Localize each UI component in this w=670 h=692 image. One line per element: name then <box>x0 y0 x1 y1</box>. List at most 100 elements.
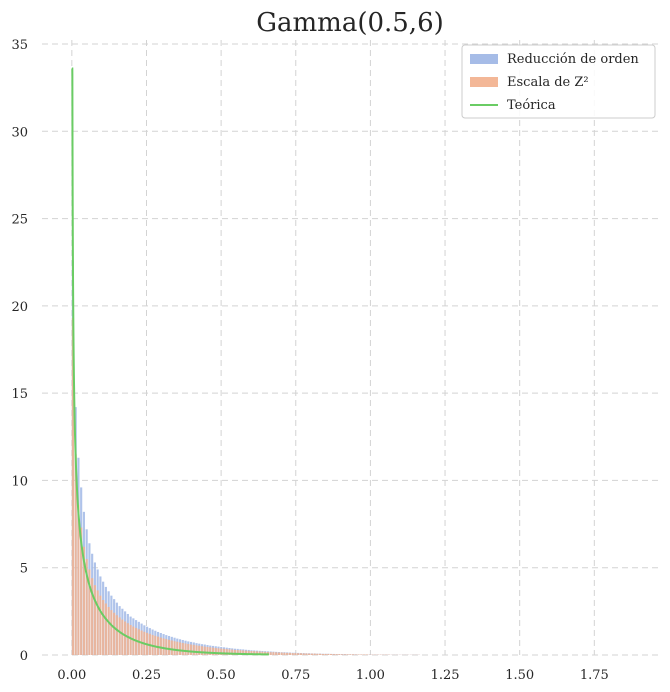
histogram-bar-escala <box>330 653 333 655</box>
bars-escala <box>71 318 421 655</box>
histogram-bar-escala <box>308 653 311 655</box>
legend-frame <box>461 44 656 119</box>
y-tick-label: 25 <box>11 213 28 228</box>
histogram-bar-escala <box>115 615 118 655</box>
histogram-bar-escala <box>286 652 289 655</box>
histogram-bar-escala <box>222 648 226 655</box>
histogram-bar-escala <box>126 623 129 655</box>
histogram-bar-escala <box>305 653 308 655</box>
histogram-bar-escala <box>349 654 352 655</box>
legend: Reducción de orden Escala de Z² Teórica <box>461 44 656 119</box>
histogram-bar-escala <box>132 626 135 655</box>
histogram-bar-escala <box>354 654 357 655</box>
histogram-bar-escala <box>214 648 217 655</box>
histogram-bar-escala <box>173 641 176 655</box>
histogram-bar-escala <box>124 621 127 655</box>
histogram-bar-escala <box>258 651 261 655</box>
histogram-bar-escala <box>203 646 206 655</box>
histogram-bar-escala <box>184 643 187 655</box>
histogram-bar-escala <box>280 652 283 655</box>
chart-title: Gamma(0.5,6) <box>256 8 444 38</box>
histogram-bar-escala <box>352 654 355 655</box>
histogram-bar-escala <box>261 651 264 655</box>
legend-label-teorica: Teórica <box>507 98 556 113</box>
histogram-bar-escala <box>332 654 335 655</box>
y-tick-labels: 0 5 10 15 20 25 30 35 <box>11 38 28 664</box>
histogram-bar-escala <box>74 454 77 655</box>
histogram-bar-escala <box>233 649 237 655</box>
histogram-bar-escala <box>313 653 316 655</box>
legend-swatch-escala <box>470 77 498 87</box>
histogram-bar-escala <box>239 650 242 655</box>
histogram-bar-escala <box>255 651 259 655</box>
histogram-bar-escala <box>343 654 346 655</box>
histogram-bar-escala <box>121 619 124 655</box>
histogram-bar-escala <box>236 650 239 655</box>
histogram-bar-escala <box>291 653 294 655</box>
histogram-bar-escala <box>335 654 338 655</box>
y-tick-label: 35 <box>11 38 28 53</box>
histogram-bar-escala <box>187 644 190 655</box>
histogram-bar-escala <box>162 638 165 655</box>
x-tick-label: 0.75 <box>281 668 310 683</box>
histogram-bar-escala <box>302 653 305 655</box>
histogram-bar-escala <box>319 653 322 655</box>
histogram-bar-escala <box>77 504 80 655</box>
histogram-bar-escala <box>277 652 281 655</box>
histogram-bar-escala <box>244 650 248 655</box>
histogram-bar-escala <box>269 652 272 655</box>
histogram-bar-escala <box>220 648 223 655</box>
y-tick-label: 30 <box>11 125 28 140</box>
theoretical-line <box>71 67 269 656</box>
x-tick-label: 1.75 <box>580 668 609 683</box>
theoretical-line-group <box>71 67 269 656</box>
histogram-bar-escala <box>91 578 94 655</box>
histogram-bar-escala <box>297 653 300 655</box>
x-tick-labels: 0.00 0.25 0.50 0.75 1.00 1.25 1.50 1.75 <box>57 668 608 683</box>
histogram-bar-escala <box>200 646 204 655</box>
histogram-bar-escala <box>167 639 171 655</box>
histogram-bar-escala <box>93 585 96 655</box>
histogram-bar-escala <box>321 653 324 655</box>
histogram-bar-escala <box>231 649 234 655</box>
histogram-bar-escala <box>176 641 179 655</box>
histogram-bar-escala <box>96 590 99 655</box>
histogram-bar-escala <box>159 637 162 655</box>
histogram-bar-escala <box>299 653 302 655</box>
histogram-bar-escala <box>170 640 173 655</box>
histogram-bar-escala <box>107 606 110 655</box>
histogram-bar-escala <box>211 647 215 655</box>
x-tick-label: 0.00 <box>57 668 86 683</box>
y-tick-label: 0 <box>20 649 28 664</box>
histogram-bar-escala <box>316 653 319 655</box>
legend-swatch-reduccion <box>470 54 498 64</box>
x-tick-label: 0.25 <box>132 668 161 683</box>
histogram-bar-escala <box>206 646 209 655</box>
histogram-bar-escala <box>242 650 245 655</box>
histogram-bar-escala <box>294 653 297 655</box>
histogram-bar-escala <box>310 653 313 655</box>
histogram-bar-escala <box>157 636 160 655</box>
histogram-bar-escala <box>272 652 275 655</box>
x-tick-label: 0.50 <box>207 668 236 683</box>
histogram-bar-escala <box>209 647 212 655</box>
histogram-bar-escala <box>104 603 107 655</box>
histogram-bar-escala <box>275 652 278 655</box>
legend-label-reduccion: Reducción de orden <box>507 52 639 67</box>
y-tick-label: 10 <box>11 474 28 489</box>
x-tick-label: 1.00 <box>356 668 385 683</box>
histogram-bar-escala <box>247 650 250 655</box>
histogram-bar-escala <box>99 595 102 655</box>
x-tick-label: 1.25 <box>431 668 460 683</box>
histogram-bar-escala <box>360 654 363 655</box>
y-tick-label: 5 <box>20 562 28 577</box>
histogram-bar-escala <box>195 645 198 655</box>
histogram-bar-escala <box>338 654 341 655</box>
x-tick-label: 1.50 <box>505 668 534 683</box>
bars-reduccion <box>71 260 421 655</box>
histogram-bar-escala <box>82 546 85 655</box>
histogram-bar-escala <box>165 639 168 655</box>
histogram-bar-escala <box>363 654 366 655</box>
histogram-bar-escala <box>225 649 228 655</box>
